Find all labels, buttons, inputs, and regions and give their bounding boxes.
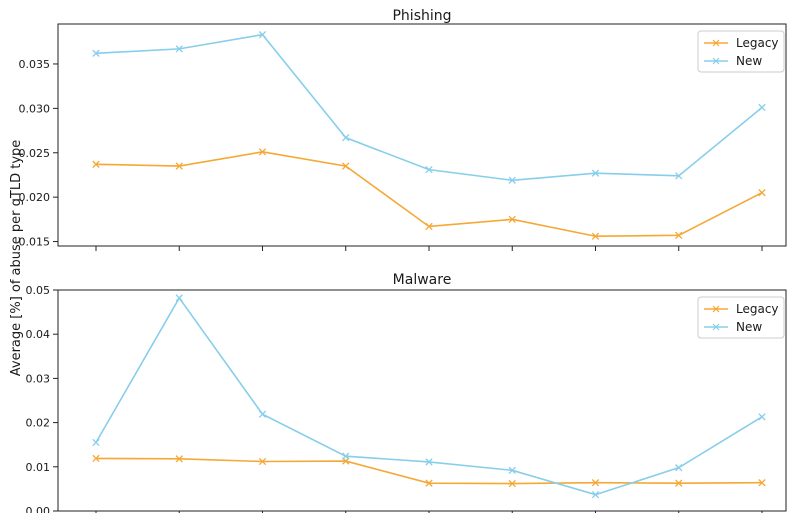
y-tick-label: 0.02 xyxy=(26,417,51,430)
legend-label-new: New xyxy=(736,54,762,68)
y-tick-label: 0.01 xyxy=(26,461,51,474)
chart-panel-malware: Malware 0.00 0.01 0.02 0.03 0.04 0.05 Legacy New xyxy=(26,272,787,513)
data-point xyxy=(92,160,100,168)
y-tick-label: 0.03 xyxy=(26,372,51,385)
legend-label-new: New xyxy=(736,320,762,334)
legend-marker xyxy=(712,323,720,331)
data-point xyxy=(92,438,100,447)
y-tick-label: 0.035 xyxy=(19,58,51,71)
data-point xyxy=(425,458,433,466)
legend: Legacy New xyxy=(697,30,785,73)
y-tick-label: 0.05 xyxy=(26,284,51,297)
series-new xyxy=(92,30,766,184)
data-point xyxy=(342,452,350,460)
y-tick-label: 0.00 xyxy=(26,505,51,513)
data-point xyxy=(591,490,600,499)
data-point xyxy=(758,479,766,487)
data-point xyxy=(675,172,683,180)
data-point xyxy=(425,222,433,231)
series-line xyxy=(95,296,763,496)
data-point xyxy=(258,457,267,466)
data-point xyxy=(591,479,600,487)
data-point xyxy=(675,464,683,472)
series-legacy xyxy=(92,148,766,240)
figure-ylabel: Average [%] of abuse per gTLD type xyxy=(9,140,24,377)
data-point xyxy=(342,134,350,142)
axes-frame xyxy=(57,289,787,512)
data-point xyxy=(591,232,600,240)
data-point xyxy=(758,103,766,112)
data-point xyxy=(175,294,183,302)
data-point xyxy=(425,165,433,174)
data-point xyxy=(508,479,516,488)
data-point xyxy=(258,410,267,418)
data-point xyxy=(342,162,350,170)
data-point xyxy=(758,413,766,421)
y-tick-label: 0.04 xyxy=(26,328,51,341)
legend: Legacy New xyxy=(697,296,785,339)
series-line xyxy=(95,151,763,238)
data-point xyxy=(258,148,267,156)
axes-frame xyxy=(57,23,787,247)
data-point xyxy=(758,189,766,197)
y-tick-label: 0.020 xyxy=(19,191,51,204)
legend-label-legacy: Legacy xyxy=(736,36,779,50)
chart-panel-phishing: Phishing 0.015 0.020 0.025 0.030 0.035 Legacy N… xyxy=(19,8,787,251)
y-tick-label: 0.015 xyxy=(19,236,51,249)
data-point xyxy=(175,455,183,463)
data-point xyxy=(508,176,516,184)
legend-label-legacy: Legacy xyxy=(736,302,779,316)
chart-title: Phishing xyxy=(392,8,451,24)
data-point xyxy=(175,162,183,170)
legend-marker xyxy=(712,57,720,65)
data-point xyxy=(591,169,600,177)
series-line xyxy=(95,33,763,182)
y-tick-label: 0.030 xyxy=(19,102,51,115)
panels: Phishing 0.015 0.020 0.025 0.030 0.035 Legacy N… xyxy=(19,8,787,513)
data-point xyxy=(675,479,683,487)
legend-marker xyxy=(712,305,720,313)
data-point xyxy=(508,215,516,224)
data-point xyxy=(508,466,516,474)
data-point xyxy=(175,45,183,53)
data-point xyxy=(92,454,100,463)
series-new xyxy=(92,294,766,499)
data-point xyxy=(425,479,433,487)
legend-marker xyxy=(712,39,720,47)
data-point xyxy=(675,231,683,240)
series-legacy xyxy=(92,454,766,488)
data-point xyxy=(258,30,267,39)
y-tick-label: 0.025 xyxy=(19,147,51,160)
data-point xyxy=(92,49,100,57)
chart-title: Malware xyxy=(393,272,452,288)
